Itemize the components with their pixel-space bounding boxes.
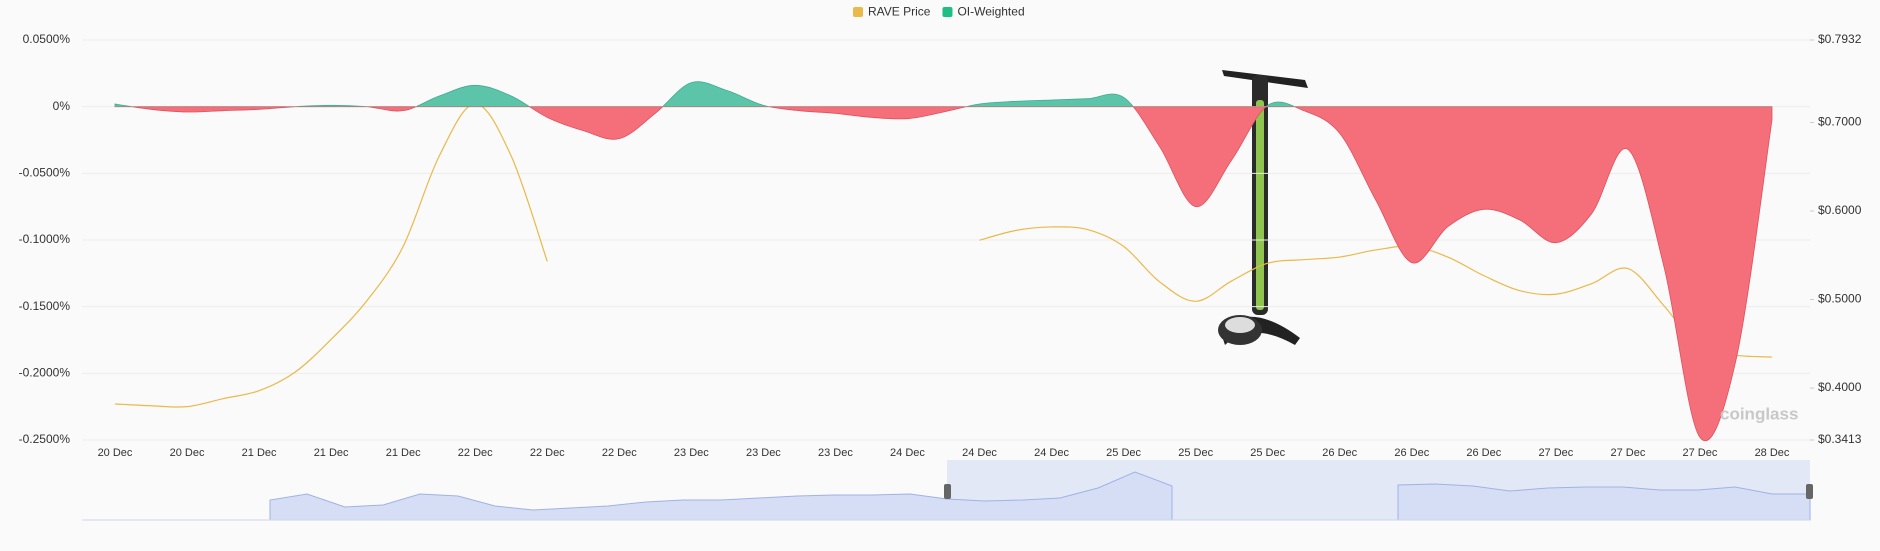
x-tick-label: 20 Dec bbox=[98, 447, 133, 459]
positive-area bbox=[114, 81, 1773, 107]
x-tick-label: 22 Dec bbox=[530, 447, 565, 459]
y2-tick-label: $0.4000 bbox=[1818, 380, 1862, 394]
legend-swatch bbox=[942, 7, 953, 17]
x-tick-label: 21 Dec bbox=[314, 447, 349, 459]
x-tick-label: 23 Dec bbox=[746, 447, 781, 459]
legend-swatch bbox=[853, 7, 863, 17]
navigator-series bbox=[82, 471, 1811, 521]
x-tick-label: 20 Dec bbox=[170, 447, 205, 459]
x-tick-label: 23 Dec bbox=[818, 447, 853, 459]
y2-tick-label: $0.5000 bbox=[1818, 292, 1862, 306]
x-tick-label: 24 Dec bbox=[1034, 447, 1069, 459]
x-tick-label: 26 Dec bbox=[1394, 447, 1429, 459]
x-tick-label: 21 Dec bbox=[242, 447, 277, 459]
x-tick-label: 24 Dec bbox=[962, 447, 997, 459]
y-tick-label: -0.1500% bbox=[19, 299, 71, 313]
legend: RAVE Price OI-Weighted bbox=[853, 5, 1025, 19]
x-tick-label: 24 Dec bbox=[890, 447, 925, 459]
x-tick-label: 25 Dec bbox=[1106, 447, 1141, 459]
y-tick-label: -0.0500% bbox=[19, 166, 71, 180]
y2-tick-label: $0.6000 bbox=[1818, 203, 1862, 217]
x-tick-label: 23 Dec bbox=[674, 447, 709, 459]
pump-illustration bbox=[1218, 70, 1308, 345]
navigator[interactable] bbox=[82, 460, 1813, 521]
y2-tick-label: $0.3413 bbox=[1818, 432, 1862, 446]
navigator-handle[interactable] bbox=[944, 484, 951, 499]
negative-area bbox=[114, 106, 1773, 441]
legend-label: OI-Weighted bbox=[957, 5, 1024, 19]
watermark: coinglass bbox=[1720, 404, 1798, 423]
y2-tick-label: $0.7932 bbox=[1818, 32, 1862, 46]
y-tick-label: -0.2500% bbox=[19, 432, 71, 446]
x-tick-label: 27 Dec bbox=[1538, 447, 1573, 459]
y-tick-label: -0.2000% bbox=[19, 366, 71, 380]
y2-tick-label: $0.7000 bbox=[1818, 115, 1862, 129]
x-tick-label: 28 Dec bbox=[1755, 447, 1790, 459]
y-tick-label: -0.1000% bbox=[19, 232, 71, 246]
x-tick-label: 26 Dec bbox=[1322, 447, 1357, 459]
x-tick-label: 22 Dec bbox=[602, 447, 637, 459]
x-tick-label: 26 Dec bbox=[1466, 447, 1501, 459]
y-tick-label: 0% bbox=[53, 99, 71, 113]
x-tick-label: 21 Dec bbox=[386, 447, 421, 459]
x-tick-label: 22 Dec bbox=[458, 447, 493, 459]
navigator-handle[interactable] bbox=[1806, 484, 1813, 499]
x-tick-label: 25 Dec bbox=[1178, 447, 1213, 459]
legend-label: RAVE Price bbox=[868, 5, 931, 19]
x-tick-label: 25 Dec bbox=[1250, 447, 1285, 459]
x-tick-label: 27 Dec bbox=[1683, 447, 1718, 459]
x-tick-label: 27 Dec bbox=[1610, 447, 1645, 459]
y-tick-label: 0.0500% bbox=[23, 32, 71, 46]
